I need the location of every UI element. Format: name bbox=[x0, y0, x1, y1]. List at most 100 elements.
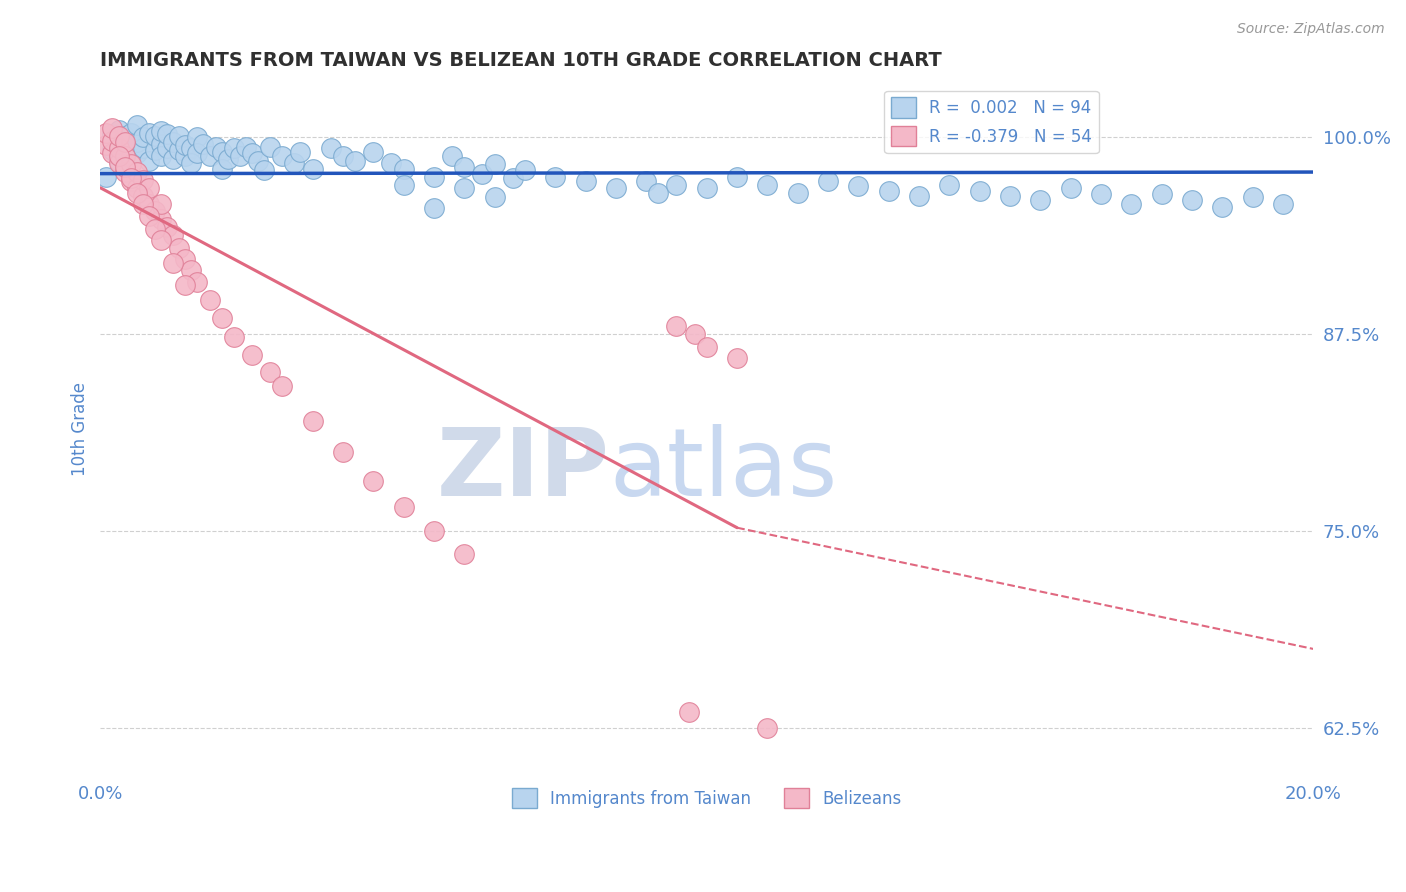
Point bbox=[125, 165, 148, 179]
Point bbox=[665, 319, 688, 334]
Point bbox=[198, 149, 221, 163]
Point bbox=[107, 155, 129, 169]
Point bbox=[756, 178, 779, 192]
Point bbox=[471, 167, 494, 181]
Point bbox=[240, 146, 263, 161]
Point bbox=[453, 161, 475, 175]
Legend: Immigrants from Taiwan, Belizeans: Immigrants from Taiwan, Belizeans bbox=[505, 781, 908, 815]
Y-axis label: 10th Grade: 10th Grade bbox=[72, 382, 89, 475]
Point bbox=[132, 141, 155, 155]
Point bbox=[683, 327, 706, 342]
Point bbox=[120, 174, 142, 188]
Text: atlas: atlas bbox=[610, 424, 838, 516]
Point bbox=[107, 154, 129, 169]
Point bbox=[253, 163, 276, 178]
Point bbox=[167, 143, 190, 157]
Point bbox=[138, 209, 160, 223]
Point bbox=[938, 178, 960, 192]
Point bbox=[1121, 196, 1143, 211]
Point bbox=[143, 221, 166, 235]
Point bbox=[301, 414, 323, 428]
Point bbox=[969, 184, 991, 198]
Point bbox=[392, 161, 415, 176]
Point bbox=[259, 365, 281, 379]
Point bbox=[174, 252, 197, 266]
Point bbox=[174, 138, 197, 153]
Point bbox=[484, 157, 506, 171]
Point bbox=[101, 146, 124, 161]
Point bbox=[107, 128, 129, 143]
Point bbox=[1060, 181, 1083, 195]
Point bbox=[180, 262, 202, 277]
Point bbox=[361, 145, 384, 159]
Point bbox=[204, 140, 226, 154]
Point bbox=[125, 146, 148, 161]
Point bbox=[132, 130, 155, 145]
Point bbox=[114, 135, 136, 149]
Point bbox=[636, 174, 658, 188]
Point bbox=[125, 181, 148, 195]
Point bbox=[235, 140, 257, 154]
Point bbox=[392, 500, 415, 515]
Point bbox=[96, 126, 118, 140]
Point bbox=[247, 154, 270, 169]
Point bbox=[138, 181, 160, 195]
Point bbox=[271, 149, 294, 163]
Point bbox=[502, 171, 524, 186]
Point bbox=[132, 188, 155, 202]
Point bbox=[423, 201, 446, 215]
Point bbox=[132, 173, 155, 187]
Point bbox=[120, 134, 142, 148]
Point bbox=[101, 134, 124, 148]
Point bbox=[283, 155, 305, 169]
Point bbox=[107, 141, 129, 155]
Point bbox=[150, 196, 173, 211]
Point bbox=[453, 181, 475, 195]
Point bbox=[696, 340, 718, 354]
Point bbox=[756, 721, 779, 735]
Point bbox=[725, 351, 748, 365]
Point bbox=[361, 474, 384, 488]
Point bbox=[696, 181, 718, 195]
Point bbox=[156, 220, 179, 235]
Point bbox=[319, 141, 342, 155]
Point bbox=[162, 135, 184, 149]
Point bbox=[114, 140, 136, 154]
Point bbox=[150, 124, 173, 138]
Point bbox=[114, 149, 136, 163]
Point bbox=[1211, 200, 1233, 214]
Point bbox=[290, 145, 312, 159]
Point bbox=[120, 157, 142, 171]
Text: IMMIGRANTS FROM TAIWAN VS BELIZEAN 10TH GRADE CORRELATION CHART: IMMIGRANTS FROM TAIWAN VS BELIZEAN 10TH … bbox=[100, 51, 942, 70]
Point bbox=[120, 126, 142, 140]
Point bbox=[544, 169, 567, 184]
Point bbox=[125, 186, 148, 200]
Point bbox=[143, 143, 166, 157]
Point bbox=[125, 118, 148, 132]
Point bbox=[423, 169, 446, 184]
Point bbox=[786, 186, 808, 200]
Point bbox=[186, 275, 208, 289]
Point bbox=[259, 140, 281, 154]
Point bbox=[107, 122, 129, 136]
Point bbox=[162, 256, 184, 270]
Point bbox=[114, 128, 136, 143]
Point bbox=[138, 196, 160, 211]
Point bbox=[344, 154, 367, 169]
Point bbox=[1271, 196, 1294, 211]
Point bbox=[678, 705, 700, 719]
Point bbox=[1181, 194, 1204, 208]
Point bbox=[271, 379, 294, 393]
Point bbox=[1090, 187, 1112, 202]
Point bbox=[877, 184, 900, 198]
Point bbox=[193, 136, 215, 151]
Point bbox=[647, 186, 669, 200]
Point bbox=[423, 524, 446, 538]
Point bbox=[998, 188, 1021, 202]
Point bbox=[101, 128, 124, 142]
Point bbox=[908, 188, 931, 202]
Point bbox=[167, 128, 190, 143]
Point bbox=[217, 153, 239, 167]
Point bbox=[125, 135, 148, 149]
Point bbox=[332, 149, 354, 163]
